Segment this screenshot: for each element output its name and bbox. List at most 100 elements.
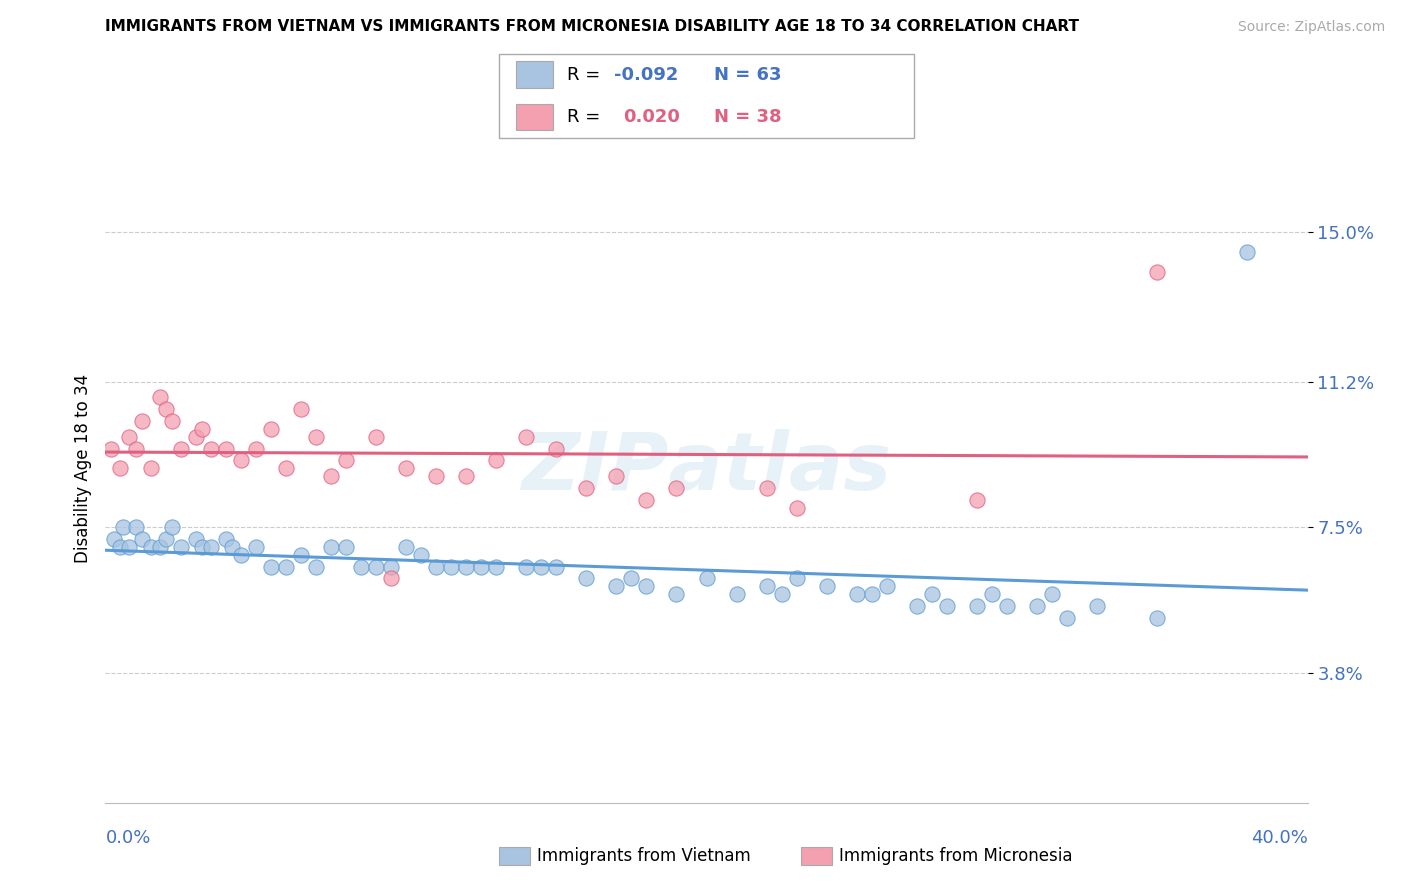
Point <box>620 572 643 586</box>
Text: -0.092: -0.092 <box>614 66 679 84</box>
Point <box>290 548 312 562</box>
Point <box>755 579 778 593</box>
Point <box>155 402 177 417</box>
Point <box>966 492 988 507</box>
Point <box>1085 599 1108 613</box>
Text: 0.020: 0.020 <box>623 108 679 126</box>
Point <box>364 430 387 444</box>
Point <box>100 442 122 456</box>
Point <box>148 540 170 554</box>
Point <box>530 559 553 574</box>
Point <box>845 587 868 601</box>
Point <box>131 532 153 546</box>
Text: 40.0%: 40.0% <box>1251 829 1308 847</box>
Point <box>636 492 658 507</box>
Point <box>1236 244 1258 259</box>
Point <box>966 599 988 613</box>
Point <box>1146 611 1168 625</box>
Point <box>214 442 236 456</box>
Point <box>200 540 222 554</box>
Point <box>515 430 537 444</box>
Point <box>981 587 1004 601</box>
Point <box>139 461 162 475</box>
Point <box>860 587 883 601</box>
Point <box>1146 264 1168 278</box>
Point <box>1056 611 1078 625</box>
Point <box>160 520 183 534</box>
Point <box>118 430 141 444</box>
Point <box>148 391 170 405</box>
Point <box>190 540 212 554</box>
Point <box>425 559 447 574</box>
Point <box>456 559 478 574</box>
Point <box>815 579 838 593</box>
Point <box>364 559 387 574</box>
Point <box>305 559 328 574</box>
Point <box>229 548 252 562</box>
Point <box>725 587 748 601</box>
Text: Immigrants from Micronesia: Immigrants from Micronesia <box>839 847 1073 865</box>
Point <box>876 579 898 593</box>
Point <box>155 532 177 546</box>
Point <box>605 469 627 483</box>
Point <box>103 532 125 546</box>
Point <box>440 559 463 574</box>
Point <box>485 559 508 574</box>
Point <box>112 520 135 534</box>
Y-axis label: Disability Age 18 to 34: Disability Age 18 to 34 <box>73 374 91 563</box>
Point <box>260 559 283 574</box>
Point <box>200 442 222 456</box>
Point <box>665 481 688 495</box>
Point <box>696 572 718 586</box>
Point <box>409 548 432 562</box>
Point <box>118 540 141 554</box>
Text: IMMIGRANTS FROM VIETNAM VS IMMIGRANTS FROM MICRONESIA DISABILITY AGE 18 TO 34 CO: IMMIGRANTS FROM VIETNAM VS IMMIGRANTS FR… <box>105 20 1080 34</box>
Point <box>515 559 537 574</box>
Text: ZIP​atlas: ZIP​atlas <box>522 429 891 508</box>
Point <box>456 469 478 483</box>
Point <box>110 461 132 475</box>
Text: R =: R = <box>567 108 612 126</box>
Point <box>485 453 508 467</box>
Point <box>921 587 943 601</box>
Point <box>905 599 928 613</box>
Point <box>110 540 132 554</box>
Point <box>470 559 492 574</box>
Point <box>319 540 342 554</box>
Point <box>665 587 688 601</box>
Point <box>305 430 328 444</box>
Text: Immigrants from Vietnam: Immigrants from Vietnam <box>537 847 751 865</box>
Point <box>546 442 568 456</box>
Point <box>335 453 357 467</box>
Point <box>184 430 207 444</box>
Text: N = 63: N = 63 <box>714 66 782 84</box>
Point <box>221 540 243 554</box>
Point <box>245 442 267 456</box>
Point <box>395 540 418 554</box>
Text: Source: ZipAtlas.com: Source: ZipAtlas.com <box>1237 21 1385 34</box>
Point <box>124 520 146 534</box>
Point <box>755 481 778 495</box>
Point <box>786 572 808 586</box>
Point <box>139 540 162 554</box>
Point <box>190 422 212 436</box>
Point <box>335 540 357 554</box>
Point <box>124 442 146 456</box>
Point <box>546 559 568 574</box>
Point <box>169 442 191 456</box>
Text: 0.0%: 0.0% <box>105 829 150 847</box>
Point <box>1040 587 1063 601</box>
Point <box>425 469 447 483</box>
Text: N = 38: N = 38 <box>714 108 782 126</box>
Point <box>274 559 297 574</box>
Point <box>319 469 342 483</box>
Point <box>214 532 236 546</box>
Point <box>786 500 808 515</box>
Point <box>380 572 402 586</box>
Point <box>184 532 207 546</box>
Point <box>995 599 1018 613</box>
Point <box>260 422 283 436</box>
Point <box>290 402 312 417</box>
Point <box>160 414 183 428</box>
Point <box>605 579 627 593</box>
